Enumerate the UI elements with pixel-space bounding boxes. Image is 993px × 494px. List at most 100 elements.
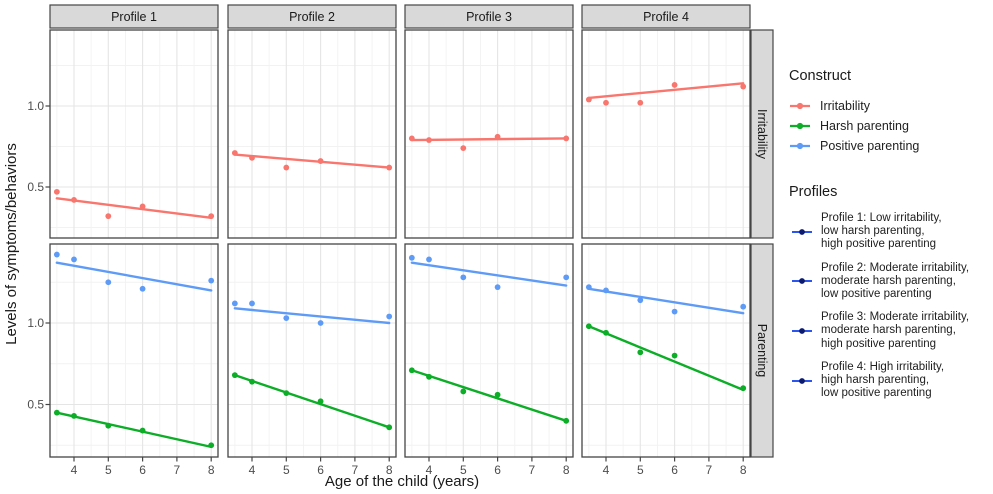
data-point — [208, 442, 215, 449]
positive-parenting-key-icon — [790, 142, 810, 150]
trend-line — [55, 197, 213, 219]
data-point — [603, 287, 609, 294]
legend-item-irritability: Irritability — [789, 98, 993, 114]
facet-strip-column-label: Profile 1 — [111, 10, 157, 24]
data-point — [563, 274, 570, 281]
data-point — [317, 320, 324, 326]
panel-border — [581, 29, 751, 239]
data-point — [53, 409, 60, 416]
x-axis-tick-label: 4 — [426, 463, 433, 477]
trend-line — [587, 325, 745, 392]
trend-line — [55, 261, 213, 292]
x-axis-tick-label: 6 — [139, 463, 146, 477]
panel-background — [50, 30, 218, 238]
profile-3-key-icon — [792, 328, 812, 334]
data-point — [460, 145, 467, 152]
data-point — [494, 391, 501, 398]
data-point — [408, 135, 415, 142]
data-point — [386, 164, 393, 171]
x-axis-tick-label: 8 — [563, 463, 570, 477]
y-axis-tick-label: 0.5 — [27, 398, 44, 412]
y-axis-tick-label: 0.5 — [27, 180, 44, 194]
data-point — [460, 388, 467, 395]
profile-key-column — [789, 227, 815, 237]
panel-border — [49, 29, 219, 239]
panel-background — [582, 30, 750, 238]
data-point — [283, 164, 290, 171]
harsh-parenting-key-icon — [790, 122, 810, 130]
x-axis-tick-label: 8 — [208, 463, 215, 477]
data-point — [139, 427, 146, 434]
legend-profile-items: Profile 1: Low irritability, low harsh p… — [789, 212, 993, 400]
data-point — [283, 315, 290, 322]
data-point — [53, 188, 60, 195]
data-point — [283, 390, 290, 396]
data-point — [139, 285, 146, 292]
profile-key-column — [789, 276, 815, 286]
panel-border — [49, 243, 219, 458]
facet-strip-row-label: Irritability — [755, 109, 769, 160]
data-point — [460, 274, 467, 281]
profile-key-column — [789, 376, 815, 386]
data-point — [408, 254, 415, 261]
legend-construct-items: Irritability Harsh parenting Positive pa… — [789, 98, 993, 154]
panel-background — [405, 30, 573, 238]
data-point — [671, 352, 678, 359]
trend-line — [410, 137, 568, 142]
panel-border — [581, 243, 751, 458]
x-axis-tick-label: 7 — [706, 463, 713, 477]
facet-strip-row — [750, 29, 774, 239]
legend-item-profile-4: Profile 4: High irritability, high harsh… — [789, 361, 993, 401]
x-axis-tick-label: 5 — [105, 463, 112, 477]
data-point — [249, 154, 255, 161]
facet-strip-column-label: Profile 3 — [466, 10, 512, 24]
data-point — [563, 417, 570, 424]
x-axis-tick-label: 6 — [671, 463, 678, 477]
legend-profiles-group: Profiles Profile 1: Low irritability, lo… — [789, 182, 993, 400]
data-point — [740, 385, 747, 392]
trend-line — [233, 307, 391, 325]
y-axis-tick-label: 1.0 — [27, 99, 44, 113]
data-point — [426, 256, 432, 263]
trend-line — [587, 287, 745, 315]
data-point — [317, 158, 324, 164]
facet-strip-column-label: Profile 2 — [289, 10, 335, 24]
profile-4-key-icon — [792, 377, 812, 384]
data-point — [637, 297, 644, 304]
profile-description: Profile 4: High irritability, high harsh… — [821, 360, 945, 400]
panel-border — [404, 29, 574, 239]
legend-item-label: Harsh parenting — [820, 119, 909, 133]
facet-strip-column — [581, 4, 751, 29]
x-axis-tick-label: 6 — [317, 463, 324, 477]
data-point — [105, 213, 112, 220]
irritability-key-icon — [790, 102, 810, 110]
data-point — [426, 373, 432, 380]
data-point — [231, 372, 238, 379]
y-axis-tick-label: 1.0 — [27, 316, 44, 330]
profile-2-key-icon — [792, 278, 812, 285]
x-axis-tick-label: 6 — [494, 463, 501, 477]
x-axis-tick-label: 5 — [460, 463, 467, 477]
data-point — [71, 413, 77, 419]
panel-background — [50, 244, 218, 457]
data-point — [671, 82, 678, 88]
data-point — [585, 323, 592, 330]
data-point — [208, 213, 215, 220]
x-axis-tick-label: 7 — [352, 463, 359, 477]
panel-background — [405, 244, 573, 457]
panel-border — [227, 243, 397, 458]
legend-construct-title: Construct — [789, 68, 852, 84]
trend-line — [233, 153, 391, 169]
chart-legend: Construct Irritability Harsh parenting — [789, 66, 993, 410]
x-axis-tick-label: 4 — [603, 463, 610, 477]
legend-construct-group: Construct Irritability Harsh parenting — [789, 66, 993, 154]
data-point — [208, 277, 215, 284]
facet-strip-column — [227, 4, 397, 29]
data-point — [637, 349, 644, 356]
data-point — [740, 303, 747, 310]
data-point — [494, 284, 501, 291]
data-point — [231, 150, 238, 156]
panel-border — [404, 243, 574, 458]
profile-1-key-icon — [792, 228, 812, 235]
